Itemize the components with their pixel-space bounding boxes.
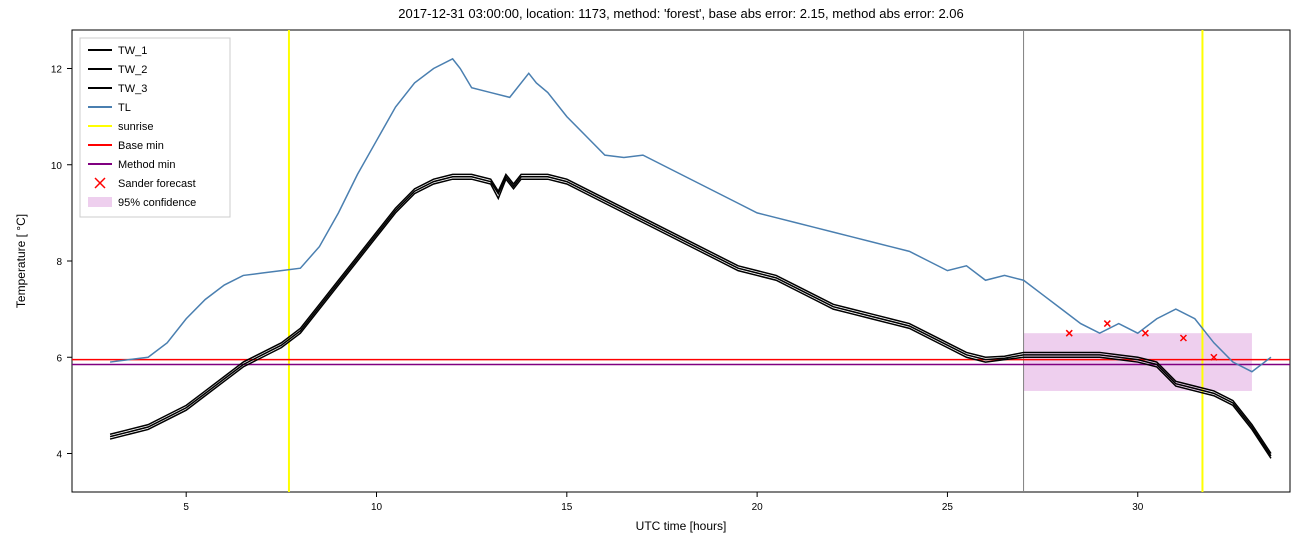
legend-label: TW_3 xyxy=(118,83,147,95)
ytick-label: 6 xyxy=(56,353,62,364)
legend-label: TW_1 xyxy=(118,45,147,57)
y-axis-label: Temperature [ °C] xyxy=(14,214,28,308)
chart-title: 2017-12-31 03:00:00, location: 1173, met… xyxy=(398,6,964,21)
xtick-label: 30 xyxy=(1132,502,1144,513)
series-TW_3 xyxy=(110,174,1271,453)
xtick-label: 20 xyxy=(752,502,764,513)
legend-swatch xyxy=(88,197,112,207)
ytick-label: 4 xyxy=(56,450,62,461)
xtick-label: 10 xyxy=(371,502,383,513)
legend-label: Method min xyxy=(118,159,175,171)
ytick-label: 10 xyxy=(51,161,63,172)
plot-border xyxy=(72,30,1290,492)
series-TW_1 xyxy=(110,179,1271,458)
legend-label: sunrise xyxy=(118,121,153,133)
x-axis-label: UTC time [hours] xyxy=(636,519,727,533)
xtick-label: 15 xyxy=(561,502,573,513)
legend-label: 95% confidence xyxy=(118,197,196,209)
legend-label: TW_2 xyxy=(118,64,147,76)
xtick-label: 5 xyxy=(183,502,189,513)
legend-label: Sander forecast xyxy=(118,178,196,190)
legend-label: Base min xyxy=(118,140,164,152)
series-TW_2 xyxy=(110,177,1271,456)
ytick-label: 8 xyxy=(56,257,62,268)
chart-container: 5 10 15 20 25 30 4 6 8 10 12 UTC time [hours] Temper… xyxy=(0,0,1310,547)
series-TL xyxy=(110,59,1271,372)
ytick-label: 12 xyxy=(51,65,63,76)
legend-box xyxy=(80,38,230,217)
temperature-chart: 5 10 15 20 25 30 4 6 8 10 12 UTC time [hours] Temper… xyxy=(0,0,1310,547)
legend-label: TL xyxy=(118,102,131,114)
xtick-label: 25 xyxy=(942,502,954,513)
